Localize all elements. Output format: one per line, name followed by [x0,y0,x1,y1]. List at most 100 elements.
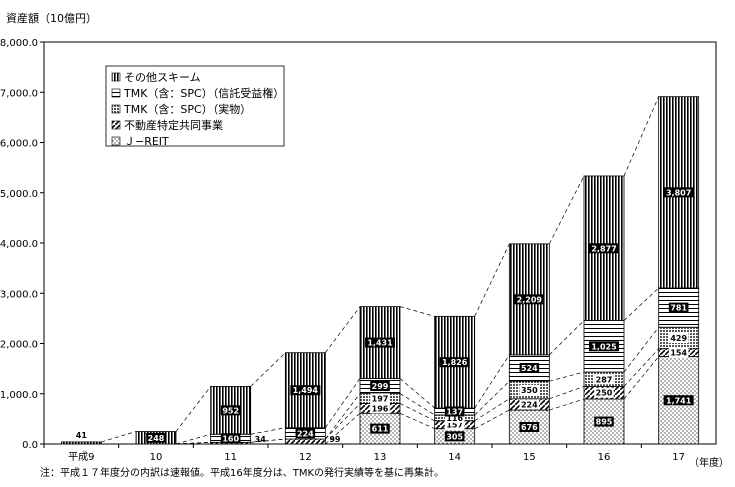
connector-line [250,427,286,435]
data-label: 2,877 [591,244,616,253]
connector-line [399,306,435,317]
connector-line [175,441,211,445]
data-label: 196 [372,404,389,413]
data-label-box [589,243,619,254]
data-label-box [519,363,540,374]
data-label-box [519,384,540,395]
data-label-box [439,357,470,368]
legend-item-label: Ｊ−REIT [124,135,169,148]
data-label-box [370,403,390,414]
connector-line [175,433,211,445]
connector-line [325,403,361,440]
connector-line [325,306,361,353]
data-label-box [668,332,689,343]
connector-line [325,413,361,445]
data-label: 250 [596,389,613,398]
data-label-box [594,374,614,385]
connector-line [175,386,211,432]
connector-line [549,320,585,356]
connector-line [623,327,659,373]
data-label-box [444,431,465,442]
data-label: 287 [596,375,613,384]
data-label: 299 [372,382,389,391]
y-tick-label: 0.0 [22,440,38,451]
data-label-box [290,385,321,396]
data-label-box [514,294,545,305]
chart-footnote: 注：平成１７年度分の内訳は速報値。平成16年度分は、TMKの発行実績等を基に再集… [40,466,444,479]
connector-line [623,356,659,400]
x-tick-label: 17 [672,452,685,463]
data-label-box [444,412,465,423]
legend-swatch [111,88,121,98]
data-label-box [663,395,694,406]
data-label: 157 [446,421,463,430]
data-label-box [594,387,614,398]
data-label: 524 [521,364,538,373]
y-tick-label: 1,000.0 [0,390,38,401]
connector-line [325,393,361,440]
data-label-box [370,381,390,392]
data-label: 154 [670,349,687,358]
data-label: 305 [446,432,463,441]
legend-item-label: TMK（含：SPC）（実物） [123,102,251,116]
connector-line [474,380,510,416]
data-label: 952 [222,406,239,415]
x-tick-label: 平成9 [68,451,94,463]
data-label: 1,494 [293,386,319,395]
x-axis-unit-label: （年度） [689,456,729,469]
data-label: 3,807 [666,188,691,197]
x-tick-label: 10 [150,452,163,463]
data-label: 116 [446,414,463,423]
data-label: 99 [329,435,341,444]
data-label: 429 [670,334,687,343]
connector-line [474,243,510,317]
legend: その他スキーム TMK（含：SPC）（信託受益権） TMK（含：SPC）（実物） 不動… [105,65,285,148]
connector-line [399,412,435,429]
data-label-box [519,399,540,410]
x-tick-label: 16 [598,452,611,463]
data-label-box [365,337,395,348]
legend-swatch [111,104,121,114]
data-label: 2,209 [517,295,543,304]
legend-item-label: 不動産特定共同事業 [124,118,223,132]
connector-line [101,431,137,443]
data-label-box [589,341,619,352]
data-label-box [370,393,390,404]
y-tick-label: 4,000.0 [0,239,38,250]
y-tick-label: 8,000.0 [0,38,38,49]
data-label-box [146,432,166,443]
connector-line [325,378,361,428]
data-label-box [519,422,540,433]
data-label-box [370,423,390,434]
x-tick-label: 13 [374,452,387,463]
legend-item-label: その他スキーム [124,71,201,84]
data-label: 224 [297,429,314,438]
legend-swatch [111,136,121,146]
x-tick-label: 12 [299,452,312,463]
bar-segment-series [60,441,102,445]
connector-line [623,96,659,177]
data-label: 1,741 [666,396,692,405]
y-tick-label: 5,000.0 [0,189,38,200]
y-tick-label: 2,000.0 [0,340,38,351]
y-tick-label: 3,000.0 [0,289,38,300]
y-axis-ticks: 0.0 1,000.0 2,000.0 3,000.0 4,000.0 5,000.0 6,… [0,38,44,451]
data-label: 160 [222,434,239,443]
connector-line [549,371,585,382]
data-label-box [295,428,316,439]
data-label: 224 [521,400,538,409]
data-label-box [220,433,241,444]
data-label: 895 [596,418,613,427]
connector-line [474,354,510,409]
connector-line [250,438,286,443]
data-label: 41 [76,431,88,440]
bar-segment-series [284,438,326,445]
data-label: 1,431 [367,339,393,348]
data-label-box [594,416,614,427]
data-label: 248 [148,434,165,443]
connector-line [623,287,659,321]
legend-swatch [111,120,121,130]
connector-line [549,398,585,411]
